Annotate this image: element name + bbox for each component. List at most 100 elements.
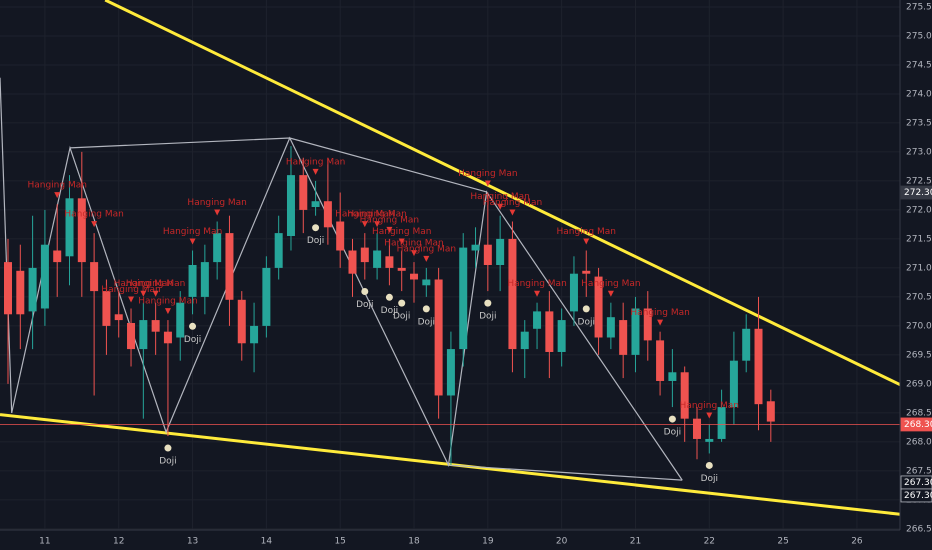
candle-body: [643, 308, 652, 341]
candle-body: [65, 198, 74, 257]
y-tick-label: 275.00: [906, 31, 932, 41]
hanging-man-arrow: [509, 209, 516, 216]
x-tick-label: 26: [851, 537, 863, 547]
candle-body: [311, 201, 320, 208]
y-tick-label: 269.50: [906, 350, 932, 360]
candle-body: [176, 302, 185, 338]
doji-label: Doji: [184, 335, 201, 345]
candle-body: [90, 262, 99, 292]
candle-body: [705, 438, 714, 442]
doji-label: Doji: [307, 236, 324, 246]
y-tick-label: 273.00: [906, 147, 932, 157]
x-tick-label: 18: [408, 537, 420, 547]
candle-body: [213, 233, 222, 263]
y-tick-label: 268.50: [906, 408, 932, 418]
doji-label: Doji: [159, 457, 176, 467]
price-label-box: [900, 488, 932, 503]
candle-body: [754, 328, 763, 405]
candle-body: [656, 340, 665, 381]
x-tick-label: 22: [704, 537, 715, 547]
drawing-line: [104, 0, 900, 387]
y-tick-label: 270.00: [906, 321, 932, 331]
doji-marker: [484, 299, 492, 307]
candle-body: [114, 314, 123, 321]
candle-body: [40, 244, 49, 309]
hanging-man-arrow: [583, 238, 590, 245]
price-label: 268.30: [904, 420, 932, 430]
hanging-man-arrow: [497, 203, 504, 210]
candle-body: [496, 238, 505, 265]
hanging-man-label: Hanging Man: [372, 227, 431, 237]
candle-body: [3, 262, 12, 315]
candle-body: [619, 320, 628, 355]
doji-label: Doji: [381, 306, 398, 316]
candle-body: [348, 250, 357, 274]
hanging-man-label: Hanging Man: [458, 169, 517, 179]
doji-marker: [164, 444, 172, 452]
doji-marker: [361, 287, 369, 295]
candle-body: [336, 221, 345, 251]
hanging-man-label: Hanging Man: [187, 198, 246, 208]
hanging-man-arrow: [534, 290, 541, 297]
candle-body: [680, 372, 689, 419]
candle-body: [127, 322, 136, 350]
y-tick-label: 271.00: [906, 263, 932, 273]
hanging-man-arrow: [128, 296, 135, 303]
candle-body: [446, 349, 455, 396]
candle-body: [729, 360, 738, 408]
hanging-man-label: Hanging Man: [581, 279, 640, 289]
hanging-man-label: Hanging Man: [680, 401, 739, 411]
hanging-man-label: Hanging Man: [126, 279, 185, 289]
candle-body: [102, 291, 111, 326]
x-tick-label: 14: [261, 537, 273, 547]
x-tick-label: 21: [630, 537, 641, 547]
candle-body: [483, 244, 492, 265]
candle-body: [668, 372, 677, 381]
candle-body: [471, 244, 480, 251]
candle-body: [742, 328, 751, 361]
hanging-man-arrow: [361, 221, 368, 228]
y-tick-label: 268.00: [906, 437, 932, 447]
y-tick-label: 269.00: [906, 379, 932, 389]
hanging-man-arrow: [152, 290, 159, 297]
candle-body: [397, 267, 406, 271]
hanging-man-arrow: [312, 168, 319, 175]
hanging-man-arrow: [164, 308, 171, 315]
hanging-man-arrow: [54, 192, 61, 199]
y-tick-label: 274.50: [906, 60, 932, 70]
hanging-man-arrow: [140, 290, 147, 297]
y-tick-label: 272.00: [906, 205, 932, 215]
hanging-man-arrow: [706, 412, 713, 419]
hanging-man-label: Hanging Man: [27, 181, 86, 191]
doji-marker: [705, 461, 713, 469]
x-tick-label: 11: [39, 537, 50, 547]
doji-label: Doji: [664, 428, 681, 438]
hanging-man-arrow: [607, 290, 614, 297]
candle-body: [594, 276, 603, 338]
hanging-man-label: Hanging Man: [483, 198, 542, 208]
candle-body: [692, 418, 701, 439]
drawing-line: [69, 137, 487, 193]
hanging-man-arrow: [374, 221, 381, 228]
candle-body: [410, 273, 419, 280]
doji-marker: [668, 415, 676, 423]
hanging-man-label: Hanging Man: [138, 297, 197, 307]
hanging-man-label: Hanging Man: [397, 244, 456, 254]
x-tick-label: 25: [777, 537, 788, 547]
price-label: 267.30: [904, 491, 932, 501]
hanging-man-arrow: [657, 319, 664, 326]
x-tick-label: 20: [556, 537, 568, 547]
candle-body: [151, 320, 160, 332]
hanging-man-label: Hanging Man: [557, 227, 616, 237]
doji-marker: [189, 322, 197, 330]
hanging-man-arrow: [423, 255, 430, 262]
candle-body: [200, 262, 209, 297]
hanging-man-arrow: [214, 209, 221, 216]
x-tick-label: 19: [482, 537, 494, 547]
y-tick-label: 272.50: [906, 176, 932, 186]
candle-body: [299, 175, 308, 210]
hanging-man-arrow: [189, 238, 196, 245]
hanging-man-arrow: [411, 250, 418, 257]
candle-body: [545, 311, 554, 352]
